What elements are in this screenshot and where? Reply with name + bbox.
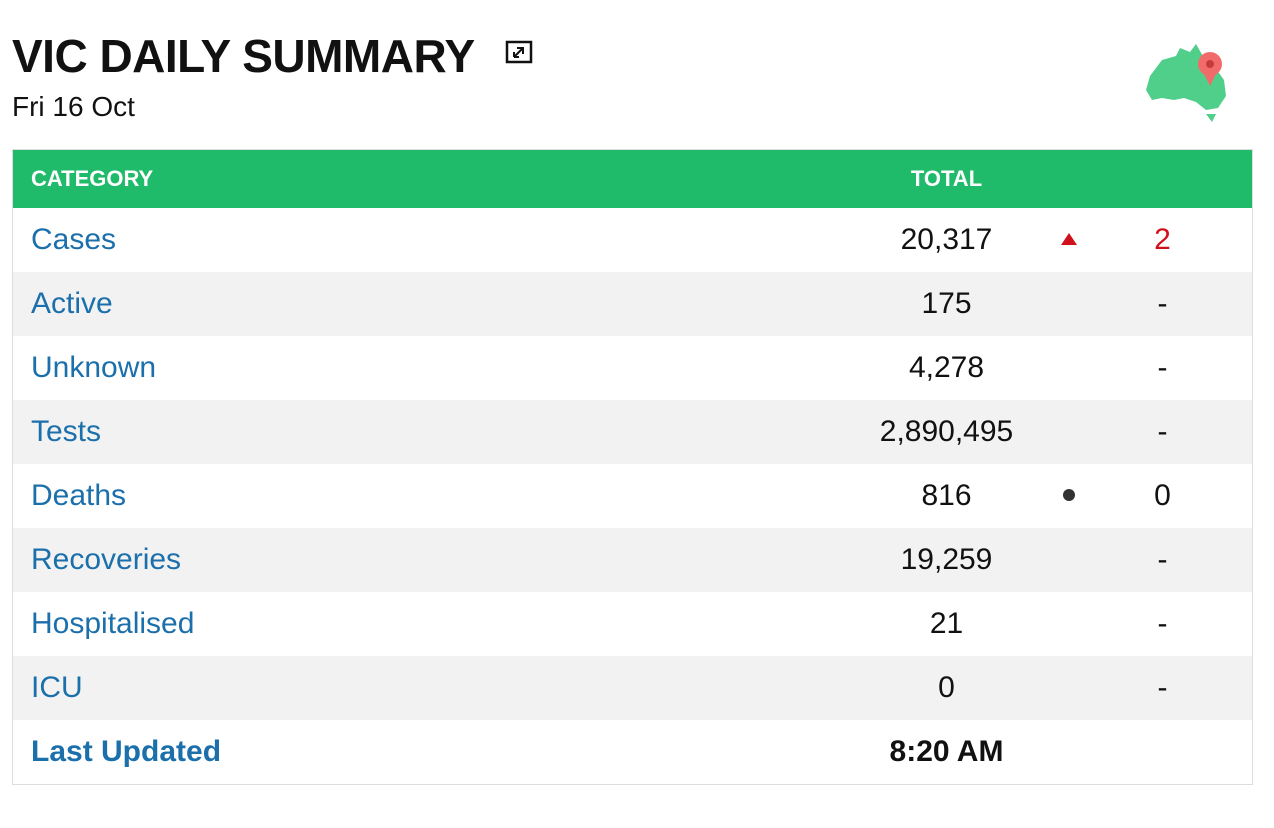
- change: -: [1157, 351, 1168, 384]
- change: -: [1084, 656, 1241, 720]
- footer-row: Last Updated 8:20 AM: [13, 720, 1253, 785]
- category-link[interactable]: Deaths: [31, 479, 127, 512]
- last-updated-time: 8:20 AM: [889, 735, 1004, 768]
- total: 2,890,495: [840, 400, 1053, 464]
- total: 175: [840, 272, 1053, 336]
- header-row: CATEGORY TOTAL: [12, 149, 1253, 208]
- total: 20,317: [900, 223, 993, 256]
- change: -: [1084, 400, 1241, 464]
- no-change-icon: [1053, 464, 1085, 528]
- australia-icon: [1146, 44, 1226, 122]
- column-header: TOTAL: [840, 149, 1053, 208]
- change: 0: [1154, 479, 1171, 512]
- row: Active 175 -: [12, 272, 1253, 336]
- total: 0: [840, 656, 1053, 720]
- row: Cases 20,317 2: [13, 208, 1253, 272]
- category-link[interactable]: ICU: [12, 656, 841, 720]
- total: 21: [929, 607, 964, 640]
- date: Fri 16 Oct: [12, 91, 135, 122]
- total: 4,278: [908, 351, 985, 384]
- row: Deaths 816 0: [13, 464, 1253, 528]
- category-link[interactable]: Active: [12, 272, 841, 336]
- change: -: [1157, 607, 1168, 640]
- popout-icon[interactable]: [505, 40, 533, 66]
- title: VIC DAILY SUMMARY: [12, 30, 475, 82]
- category-link[interactable]: Tests: [12, 400, 841, 464]
- last-updated-label: Last Updated: [31, 735, 222, 768]
- category-link[interactable]: Recoveries: [12, 528, 841, 592]
- row: Hospitalised 21 -: [13, 592, 1253, 656]
- change: 2: [1154, 223, 1171, 256]
- summary-table: CATEGORY TOTAL Cases 20,317 2 Active 175…: [12, 149, 1253, 785]
- total: 19,259: [840, 528, 1053, 592]
- row: Unknown 4,278 -: [13, 336, 1253, 400]
- category-link[interactable]: Unknown: [31, 351, 157, 384]
- category-link[interactable]: Hospitalised: [31, 607, 195, 640]
- increase-icon: [1053, 208, 1085, 272]
- column-header: CATEGORY: [12, 149, 841, 208]
- total: 816: [921, 479, 972, 512]
- category-link[interactable]: Cases: [31, 223, 117, 256]
- change: -: [1084, 272, 1241, 336]
- row: Recoveries 19,259 -: [12, 528, 1253, 592]
- change: -: [1084, 528, 1241, 592]
- row: ICU 0 -: [12, 656, 1253, 720]
- row: Tests 2,890,495 -: [12, 400, 1253, 464]
